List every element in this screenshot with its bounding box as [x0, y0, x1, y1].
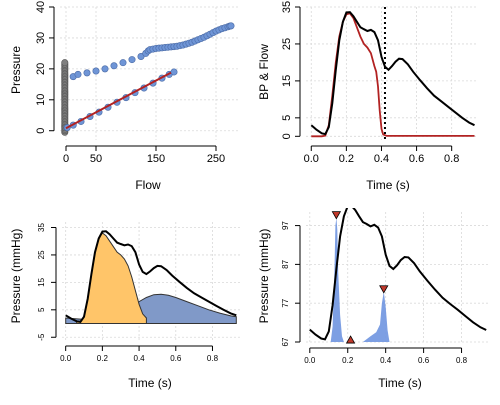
y-tick-label: 0 — [35, 128, 47, 134]
x-tick-label: 0.2 — [339, 153, 354, 165]
y-axis-label: Pressure — [9, 46, 23, 94]
x-tick-label: 0.6 — [170, 354, 182, 363]
data-point-upper — [74, 70, 82, 78]
panel-wave-separation: 0.0 0.2 0.4 0.6 0.8 -5 5 15 25 35 Time (s) Pressu… — [9, 222, 240, 390]
plot-marks — [65, 230, 237, 324]
x-tick-label: 50 — [90, 153, 102, 165]
x-tick-label: 150 — [147, 153, 165, 165]
x-tick-label: 0.8 — [207, 354, 219, 363]
y-tick-label: 67 — [281, 337, 290, 346]
axes: 0.0 0.2 0.4 0.6 0.8 67 77 87 97 — [281, 221, 468, 365]
data-point-upper — [119, 59, 127, 67]
y-tick-label: 15 — [37, 277, 46, 286]
y-tick-label: 77 — [281, 298, 290, 307]
trough-marker — [345, 335, 356, 344]
grid — [306, 6, 478, 140]
x-axis-label: Flow — [135, 178, 161, 192]
data-point-vertical — [61, 59, 69, 67]
axes: 0.0 0.2 0.4 0.6 0.8 -5 5 15 25 35 — [37, 222, 219, 363]
y-tick-label: 25 — [37, 250, 46, 259]
y-tick-label: -5 — [37, 333, 46, 341]
axes: 0.0 0.2 0.4 0.6 0.8 0 5 15 25 35 — [281, 1, 459, 165]
total-pressure-line — [65, 230, 237, 323]
y-axis-label: Pressure (mmHg) — [9, 229, 23, 324]
peak-area-2 — [362, 291, 390, 342]
pressure-line — [309, 208, 487, 341]
y-tick-label: 87 — [281, 259, 290, 268]
axes: 0 50 150 250 0 10 20 30 40 — [35, 1, 225, 165]
plot-marks — [310, 7, 475, 140]
x-tick-label: 0.8 — [456, 356, 468, 365]
plot-marks — [309, 208, 487, 344]
data-point-upper — [227, 22, 235, 30]
x-tick-label: 0.8 — [444, 153, 459, 165]
peak-area-1 — [330, 217, 344, 342]
y-tick-label: 35 — [281, 1, 293, 13]
data-point-upper — [101, 65, 109, 73]
y-tick-label: 5 — [37, 307, 46, 312]
data-point-lower — [170, 68, 178, 76]
panel-peak-detection: 0.0 0.2 0.4 0.6 0.8 67 77 87 97 Time (s) Pressur… — [257, 208, 490, 390]
y-axis-label: BP & Flow — [257, 44, 271, 100]
data-point-upper — [83, 69, 91, 77]
x-tick-label: 0.4 — [134, 354, 146, 363]
y-tick-label: 20 — [35, 63, 47, 75]
data-point-upper — [128, 56, 136, 64]
x-tick-label: 0.6 — [409, 153, 424, 165]
fit-line — [65, 71, 172, 130]
y-tick-label: 0 — [281, 133, 293, 139]
grid — [60, 6, 240, 140]
panel-flow-pressure: 0 50 150 250 0 10 20 30 40 Flow Pressure — [9, 1, 240, 192]
x-tick-label: 0.0 — [60, 354, 72, 363]
x-axis-label: Time (s) — [366, 178, 410, 192]
y-axis-label: Pressure (mmHg) — [257, 229, 271, 324]
data-point-upper — [110, 62, 118, 70]
pressure-line — [310, 11, 475, 136]
x-axis-label: Time (s) — [128, 376, 172, 390]
x-tick-label: 0.4 — [374, 153, 389, 165]
plot-area — [309, 208, 487, 342]
peak-marker — [379, 285, 389, 294]
x-axis-label: Time (s) — [378, 376, 422, 390]
y-tick-label: 5 — [281, 115, 293, 121]
x-tick-label: 0.2 — [342, 356, 354, 365]
x-tick-label: 250 — [207, 153, 225, 165]
x-tick-label: 0.0 — [304, 153, 319, 165]
y-tick-label: 35 — [37, 222, 46, 231]
peak-marker — [331, 211, 342, 220]
data-point-upper — [92, 67, 100, 75]
plot-marks — [61, 22, 235, 136]
y-tick-label: 25 — [281, 38, 293, 50]
x-tick-label: 0.6 — [418, 356, 430, 365]
y-tick-label: 15 — [281, 75, 293, 87]
x-tick-label: 0 — [63, 153, 69, 165]
y-tick-label: 40 — [35, 1, 47, 13]
panel-bp-flow-time: 0.0 0.2 0.4 0.6 0.8 0 5 15 25 35 Time (s) BP & Fl… — [257, 1, 478, 192]
forward-wave-area — [76, 232, 147, 324]
x-tick-label: 0.4 — [380, 356, 392, 365]
x-tick-label: 0.2 — [97, 354, 109, 363]
y-tick-label: 30 — [35, 32, 47, 44]
y-tick-label: 97 — [281, 221, 290, 230]
x-tick-label: 0.0 — [304, 356, 316, 365]
y-tick-label: 10 — [35, 94, 47, 106]
